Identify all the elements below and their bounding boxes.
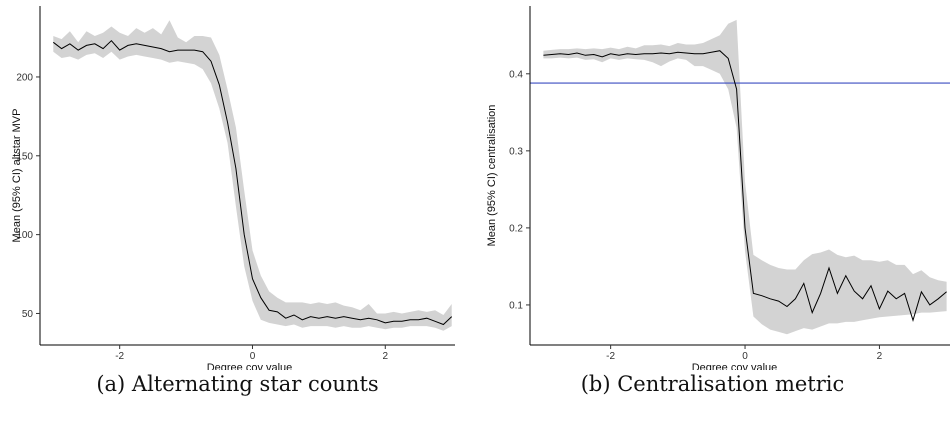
x-axis-title: Degree cov value [692,362,778,370]
y-tick-label: 0.4 [509,69,523,80]
y-tick-label: 0.3 [509,146,523,157]
y-tick-label: 200 [16,72,33,83]
y-axis-title: Mean (95% CI) altstar MVP [11,109,23,243]
ci-ribbon [53,20,452,331]
y-tick-label: 0.2 [509,223,523,234]
y-tick-label: 150 [16,151,33,162]
y-tick-label: 50 [22,309,34,320]
caption-a: (a) Alternating star counts [96,372,379,396]
x-tick-label: 2 [877,351,883,362]
x-tick-label: 2 [382,351,388,362]
x-tick-label: -2 [606,351,615,362]
ci-ribbon [543,19,947,335]
mean-line [52,39,453,326]
chart-panel-a: -2 0 2 50 100 150 200 Degree cov value Mean (95%… [11,6,455,396]
y-tick-label: 100 [16,230,33,241]
x-tick-label: -2 [115,351,124,362]
caption-b: (b) Centralisation metric [580,372,845,396]
x-tick-label: 0 [250,351,256,362]
x-axis-title: Degree cov value [207,362,293,370]
mean-line [543,50,947,323]
chart-panel-b: -2 0 2 0.1 0.2 0.3 0.4 Degree cov value Mean (95… [475,0,950,426]
y-axis-title: Mean (95% CI) centralisation [486,105,498,247]
chart-a-plot: -2 0 2 50 100 150 200 Degree cov value Mean (95%… [11,6,455,370]
y-tick-label: 0.1 [509,300,523,311]
x-tick-label: 0 [742,351,748,362]
chart-b-plot: -2 0 2 0.1 0.2 0.3 0.4 Degree cov value Mean (95… [486,6,950,370]
